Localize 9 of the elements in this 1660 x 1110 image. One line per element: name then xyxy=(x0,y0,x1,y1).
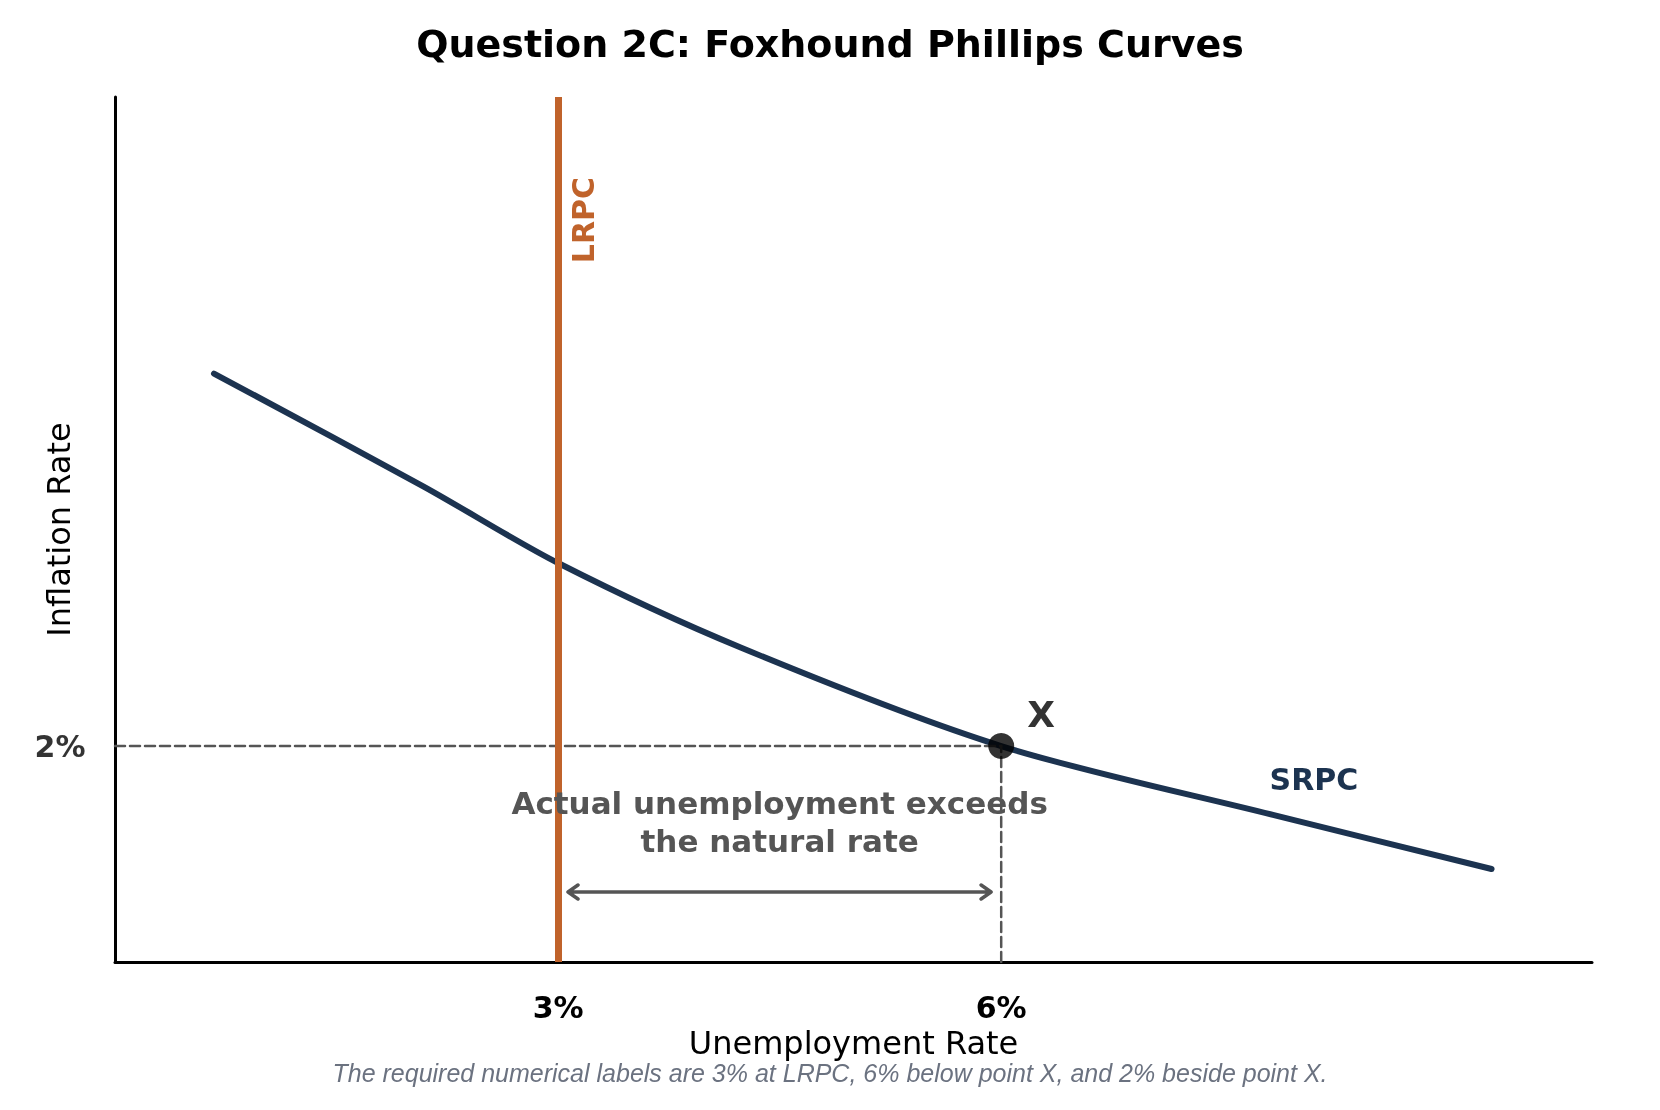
annotation: 2% xyxy=(34,728,86,764)
x-tick-label: 3% xyxy=(532,989,584,1025)
ref-line-label: LRPC xyxy=(565,177,601,264)
series-label: SRPC xyxy=(1269,761,1359,797)
x-tick-label: 6% xyxy=(975,989,1027,1025)
x-axis-title: Unemployment Rate xyxy=(688,1023,1019,1062)
chart-title: Question 2C: Foxhound Phillips Curves xyxy=(416,22,1244,66)
annotation: X xyxy=(1027,693,1056,735)
y-axis-title: Inflation Rate xyxy=(40,422,78,637)
